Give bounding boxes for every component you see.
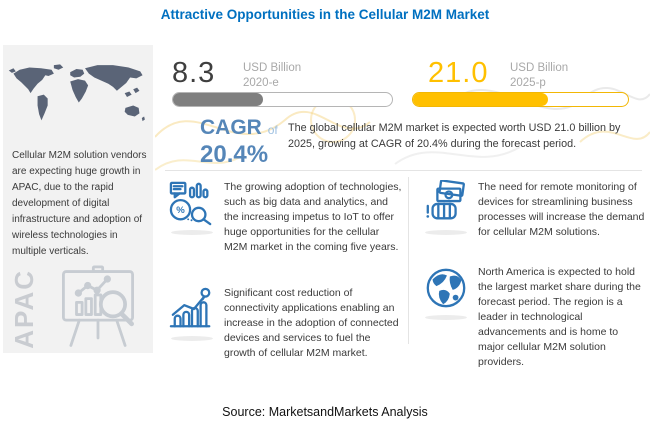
cagr-block: CAGR of 20.4% xyxy=(200,116,292,169)
presentation-analytics-icon xyxy=(62,265,134,347)
horizontal-separator xyxy=(165,170,642,171)
cagr-of: of xyxy=(267,123,278,137)
apac-label: APAC xyxy=(9,269,39,349)
apac-description: Cellular M2M solution vendors are expect… xyxy=(12,150,147,257)
progress-bar-2025 xyxy=(412,92,629,107)
opportunity-block-big-data: % The growing adoption of technologies, … xyxy=(168,180,402,255)
icon-shadow xyxy=(425,315,467,320)
page-title: Attractive Opportunities in the Cellular… xyxy=(160,7,490,22)
source-note: Source: MarketsandMarkets Analysis xyxy=(222,405,428,419)
apac-panel: Cellular M2M solution vendors are expect… xyxy=(3,45,153,353)
stat-2020-value: 8.3 xyxy=(172,57,216,89)
stat-2025-unit: USD Billion xyxy=(510,62,569,74)
icon-shadow xyxy=(171,230,213,235)
opportunity-block-remote-monitoring: The need for remote monitoring of device… xyxy=(422,180,646,240)
progress-bar-2020 xyxy=(172,92,393,107)
cagr-value: 20.4% xyxy=(200,141,269,168)
cagr-label: CAGR of xyxy=(200,116,278,139)
opportunity-block-north-america: North America is expected to hold the la… xyxy=(422,265,646,370)
icon-shadow xyxy=(171,336,213,341)
opportunity-text: North America is expected to hold the la… xyxy=(478,266,641,368)
stat-2025-meta: USD Billion 2025-p xyxy=(510,61,568,91)
opportunity-text: The growing adoption of technologies, su… xyxy=(224,181,402,253)
stat-2020-unit: USD Billion xyxy=(243,62,302,74)
opportunity-text: Significant cost reduction of connectivi… xyxy=(224,287,399,359)
big-data-analytics-icon: % xyxy=(169,181,212,226)
world-map-icon xyxy=(8,64,145,122)
globe-icon xyxy=(426,268,466,308)
progress-fill-2025 xyxy=(413,93,549,106)
opportunity-text: The need for remote monitoring of device… xyxy=(478,181,645,238)
svg-text:%: % xyxy=(176,205,185,216)
decorative-waves xyxy=(155,87,650,171)
stat-2025-value: 21.0 xyxy=(428,57,489,89)
stat-2020-meta: USD Billion 2020-e xyxy=(243,61,301,91)
money-hand-icon xyxy=(426,180,465,220)
opportunity-block-cost-reduction: Significant cost reduction of connectivi… xyxy=(168,286,402,361)
growth-chart-icon xyxy=(169,287,211,328)
stat-2025-year: 2025-p xyxy=(510,77,546,89)
vertical-separator xyxy=(408,177,409,344)
stat-2020-year: 2020-e xyxy=(243,77,279,89)
market-summary: The global cellular M2M market is expect… xyxy=(288,122,621,150)
progress-fill-2020 xyxy=(173,93,263,106)
icon-shadow xyxy=(425,230,467,235)
